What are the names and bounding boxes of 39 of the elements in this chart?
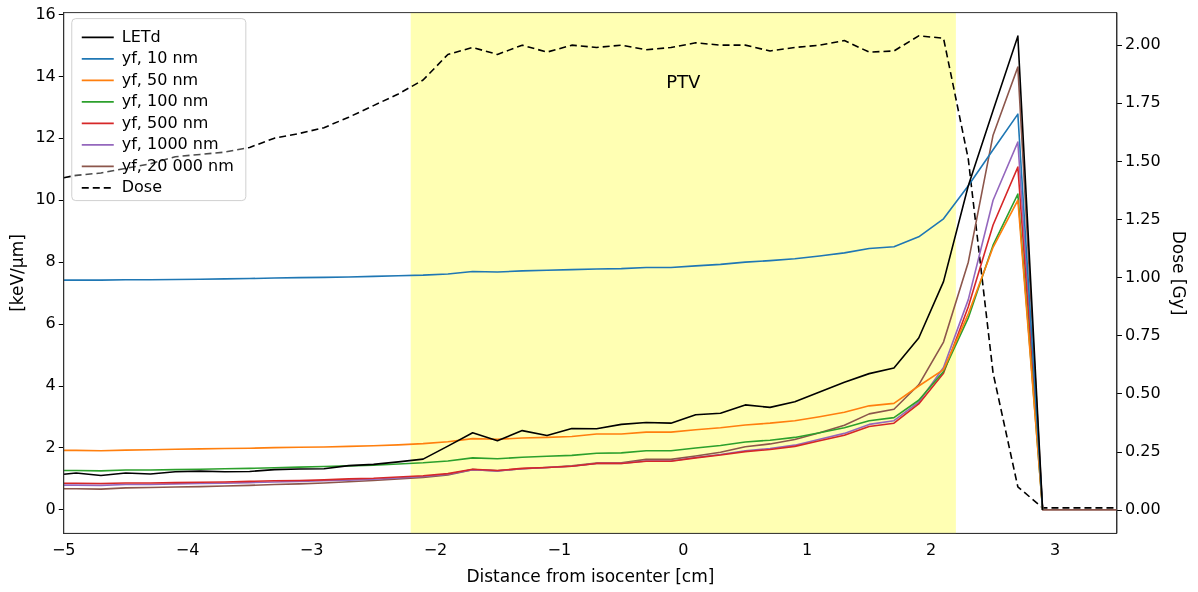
- y2-tick-label: 0.25: [1124, 441, 1161, 461]
- x-tick-label: −3: [299, 540, 324, 560]
- y2-tick-label: 1.50: [1124, 150, 1161, 170]
- legend-label: yf, 1000 nm: [121, 134, 219, 154]
- y-tick-label: 0: [45, 499, 56, 519]
- x-tick-label: −5: [51, 540, 76, 560]
- x-tick-label: −2: [423, 540, 448, 560]
- x-tick-label: 1: [802, 540, 813, 560]
- legend-label: yf, 10 nm: [121, 48, 199, 68]
- y-tick-label: 2: [45, 437, 56, 457]
- x-tick-label: 0: [678, 540, 689, 560]
- y2-tick-label: 2.00: [1124, 34, 1161, 54]
- y2-tick-label: 1.75: [1124, 92, 1161, 112]
- y-tick-label: 12: [35, 127, 56, 147]
- y2-tick-label: 1.00: [1124, 266, 1161, 286]
- legend-label: Dose: [121, 177, 163, 197]
- x-tick-label: 2: [926, 540, 937, 560]
- legend-label: yf, 20 000 nm: [121, 155, 234, 175]
- y-tick-label: 16: [35, 3, 56, 23]
- x-tick-label: −1: [547, 540, 572, 560]
- y-tick-label: 4: [45, 375, 56, 395]
- y2-tick-label: 0.00: [1124, 499, 1161, 519]
- legend-label: LETd: [121, 26, 161, 46]
- x-axis-title: Distance from isocenter [cm]: [466, 566, 715, 587]
- y-tick-label: 8: [45, 251, 56, 271]
- y2-tick-label: 0.50: [1124, 383, 1161, 403]
- legend-label: yf, 100 nm: [121, 91, 209, 111]
- x-tick-label: 3: [1049, 540, 1061, 560]
- y-tick-label: 10: [35, 189, 56, 209]
- legend-label: yf, 50 nm: [121, 69, 199, 89]
- x-tick-label: −4: [175, 540, 200, 560]
- y2-tick-label: 0.75: [1124, 324, 1161, 344]
- y-tick-label: 14: [35, 65, 56, 85]
- y-axis-title: [keV/µm]: [6, 234, 27, 312]
- band-label: PTV: [666, 70, 702, 92]
- y-tick-label: 6: [45, 313, 56, 333]
- y2-tick-label: 1.25: [1124, 208, 1161, 228]
- y2-axis-title: Dose [Gy]: [1169, 230, 1190, 316]
- legend-label: yf, 500 nm: [121, 112, 209, 132]
